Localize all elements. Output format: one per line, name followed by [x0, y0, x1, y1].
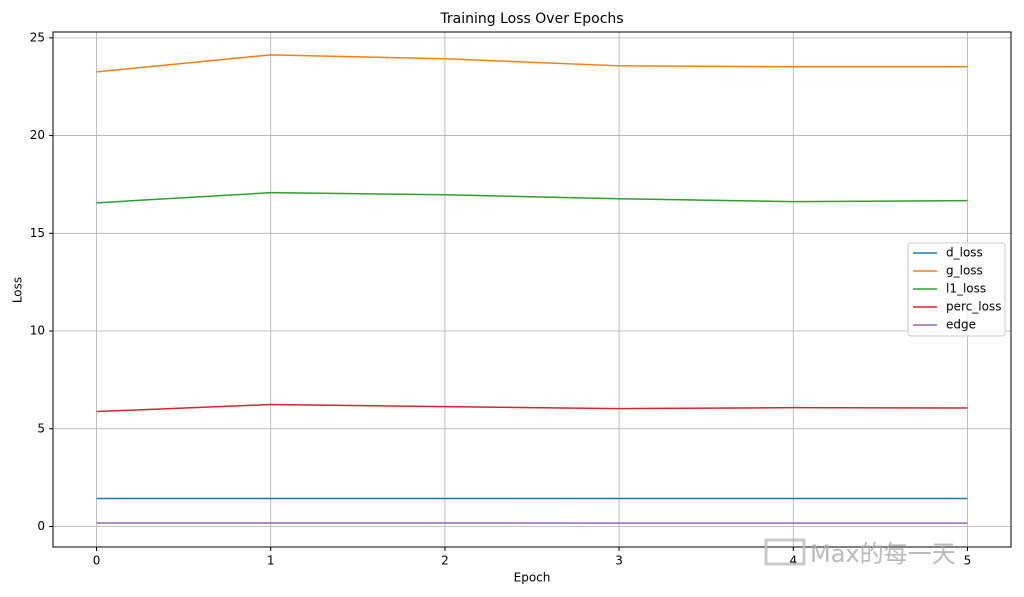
y-tick-label: 15	[30, 226, 45, 240]
x-tick-label: 3	[615, 554, 623, 568]
legend-label: l1_loss	[946, 282, 986, 296]
x-tick-label: 1	[267, 554, 275, 568]
x-tick-label: 0	[93, 554, 101, 568]
y-tick-label: 20	[30, 128, 45, 142]
legend-label: d_loss	[946, 246, 983, 260]
x-axis-label: Epoch	[514, 571, 551, 585]
y-tick-label: 10	[30, 324, 45, 338]
x-tick-label: 2	[441, 554, 449, 568]
plot-frame	[52, 31, 1012, 548]
series-line	[96, 403, 968, 413]
legend-label: perc_loss	[946, 300, 1001, 314]
legend-label: g_loss	[946, 264, 983, 278]
chart-title: Training Loss Over Epochs	[439, 11, 623, 27]
y-tick-label: 25	[30, 30, 45, 44]
y-tick-label: 5	[37, 421, 45, 435]
y-tick-label: 0	[37, 519, 45, 533]
series-line	[96, 54, 968, 73]
y-axis-label: Loss	[11, 277, 25, 303]
series-line	[96, 191, 968, 204]
x-tick-label: 5	[964, 554, 972, 568]
x-tick-label: 4	[789, 554, 797, 568]
watermark-logo	[764, 538, 806, 566]
legend-box	[907, 242, 1006, 337]
legend-label: edge	[946, 318, 976, 332]
watermark: Max的每一天	[810, 540, 956, 568]
